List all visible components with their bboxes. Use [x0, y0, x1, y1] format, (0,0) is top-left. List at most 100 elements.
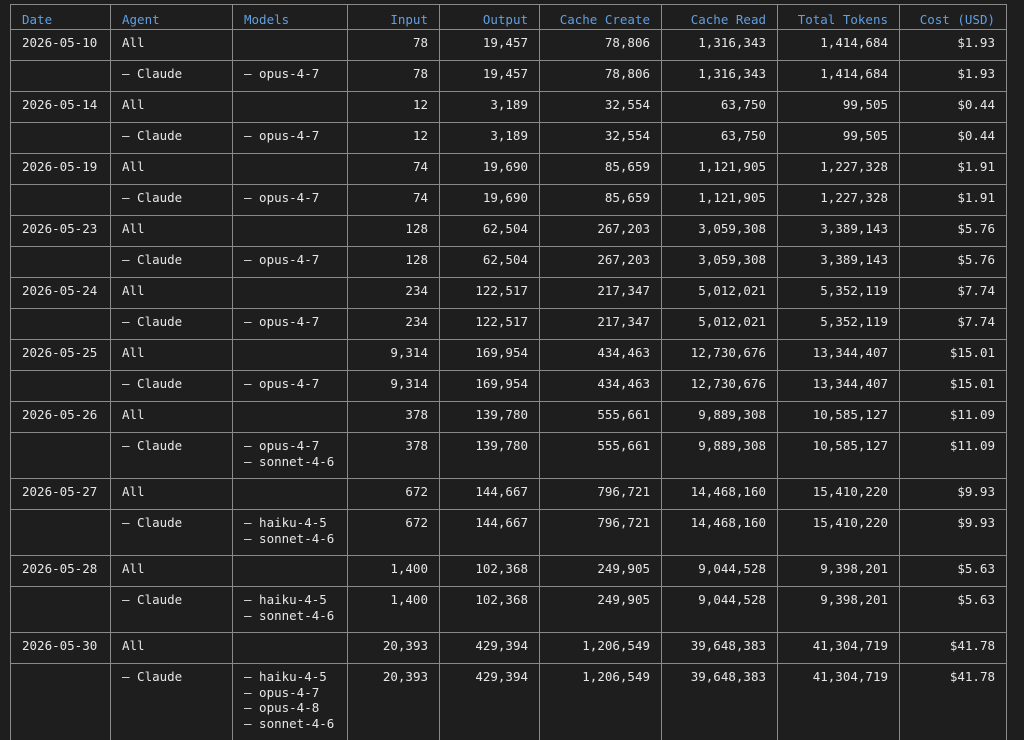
cell-cost: $9.93 [899, 478, 1007, 510]
cell-cost: $1.91 [899, 184, 1007, 216]
table-row-day-total: 2026-05-14 All 12 3,189 32,554 63,750 99,505 $0… [10, 91, 1007, 123]
cell-cache-create: 1,206,549 [539, 632, 662, 664]
column-header-date: Date [10, 4, 111, 30]
model-name: – opus-4-8 [244, 700, 320, 715]
cell-cache-read: 14,468,160 [661, 478, 778, 510]
cell-cost: $9.93 [899, 509, 1007, 556]
cell-input: 1,400 [347, 555, 440, 587]
cell-date: 2026-05-25 [10, 339, 111, 371]
cell-output: 122,517 [439, 277, 540, 309]
cell-total-tokens: 15,410,220 [777, 509, 900, 556]
cell-agent: – Claude [110, 246, 233, 278]
cell-cost: $5.76 [899, 246, 1007, 278]
cell-total-tokens: 10,585,127 [777, 401, 900, 433]
model-name: – opus-4-7 [244, 128, 320, 143]
cell-cache-read: 9,044,528 [661, 586, 778, 633]
cell-total-tokens: 1,414,684 [777, 60, 900, 92]
table-row-day-total: 2026-05-10 All 78 19,457 78,806 1,316,343 1,41… [10, 29, 1007, 61]
cell-cache-create: 249,905 [539, 586, 662, 633]
cell-input: 128 [347, 246, 440, 278]
model-name: – sonnet-4-6 [244, 715, 335, 731]
cell-date [10, 370, 111, 402]
cell-cache-create: 32,554 [539, 91, 662, 123]
cell-cost: $41.78 [899, 632, 1007, 664]
cell-cost: $7.74 [899, 277, 1007, 309]
cell-output: 144,667 [439, 509, 540, 556]
cell-input: 9,314 [347, 339, 440, 371]
cell-input: 78 [347, 60, 440, 92]
cell-date [10, 586, 111, 633]
table-row-agent: – Claude – opus-4-7 12 3,189 32,554 63,750 99,… [10, 122, 1007, 154]
cell-output: 62,504 [439, 215, 540, 247]
table-body: 2026-05-10 All 78 19,457 78,806 1,316,343 1,41… [10, 29, 1007, 740]
cell-agent: All [110, 29, 233, 61]
cell-cache-read: 1,121,905 [661, 153, 778, 185]
cell-models [232, 153, 348, 185]
cell-cache-read: 63,750 [661, 122, 778, 154]
cell-agent: All [110, 478, 233, 510]
cell-cache-create: 78,806 [539, 60, 662, 92]
cell-output: 139,780 [439, 432, 540, 479]
cell-models: – opus-4-7 [232, 122, 348, 154]
table-row-agent: – Claude – haiku-4-5– sonnet-4-6 1,400 102,… [10, 586, 1007, 633]
cell-agent: – Claude [110, 308, 233, 340]
model-name: – opus-4-7 [244, 438, 320, 453]
table-row-day-total: 2026-05-27 All 672 144,667 796,721 14,468,160… [10, 478, 1007, 510]
cell-cost: $15.01 [899, 339, 1007, 371]
cell-cache-read: 9,889,308 [661, 432, 778, 479]
cell-output: 19,457 [439, 60, 540, 92]
model-name: – sonnet-4-6 [244, 607, 335, 623]
cell-date: 2026-05-28 [10, 555, 111, 587]
column-header-cost: Cost (USD) [899, 4, 1007, 30]
cell-agent: – Claude [110, 370, 233, 402]
table-row-agent: – Claude – opus-4-7 128 62,504 267,203 3,059,… [10, 246, 1007, 278]
cell-output: 19,690 [439, 153, 540, 185]
cell-input: 9,314 [347, 370, 440, 402]
cell-date: 2026-05-26 [10, 401, 111, 433]
cell-total-tokens: 15,410,220 [777, 478, 900, 510]
table-row-agent: – Claude – opus-4-7 234 122,517 217,347 5,012… [10, 308, 1007, 340]
cell-total-tokens: 5,352,119 [777, 277, 900, 309]
table-row-agent: – Claude – haiku-4-5– opus-4-7– opus-4-8–… [10, 663, 1007, 740]
cell-agent: All [110, 277, 233, 309]
table-row-day-total: 2026-05-30 All 20,393 429,394 1,206,549 39,64… [10, 632, 1007, 664]
cell-output: 3,189 [439, 91, 540, 123]
cell-models: – haiku-4-5– sonnet-4-6 [232, 509, 348, 556]
cell-cost: $5.63 [899, 586, 1007, 633]
table-row-day-total: 2026-05-19 All 74 19,690 85,659 1,121,905 1,22… [10, 153, 1007, 185]
cell-models: – haiku-4-5– opus-4-7– opus-4-8– sonnet-… [232, 663, 348, 740]
cell-total-tokens: 9,398,201 [777, 586, 900, 633]
cell-models: – opus-4-7 [232, 184, 348, 216]
cell-models [232, 215, 348, 247]
cell-cache-create: 217,347 [539, 277, 662, 309]
cell-cache-create: 796,721 [539, 509, 662, 556]
cell-cache-read: 5,012,021 [661, 277, 778, 309]
cell-models [232, 29, 348, 61]
cell-models: – haiku-4-5– sonnet-4-6 [232, 586, 348, 633]
cell-cost: $11.09 [899, 432, 1007, 479]
cell-cache-read: 63,750 [661, 91, 778, 123]
cell-cost: $0.44 [899, 91, 1007, 123]
cell-models [232, 555, 348, 587]
cell-input: 20,393 [347, 632, 440, 664]
cell-date: 2026-05-10 [10, 29, 111, 61]
cell-cache-create: 555,661 [539, 401, 662, 433]
table-row-agent: – Claude – opus-4-7 78 19,457 78,806 1,316,34… [10, 60, 1007, 92]
cell-input: 20,393 [347, 663, 440, 740]
model-name: – opus-4-7 [244, 190, 320, 205]
cell-output: 144,667 [439, 478, 540, 510]
table-row-agent: – Claude – haiku-4-5– sonnet-4-6 672 144,66… [10, 509, 1007, 556]
cell-input: 234 [347, 308, 440, 340]
cell-agent: – Claude [110, 586, 233, 633]
cell-input: 378 [347, 401, 440, 433]
cell-cache-read: 3,059,308 [661, 246, 778, 278]
cell-output: 19,690 [439, 184, 540, 216]
cell-output: 102,368 [439, 586, 540, 633]
cell-total-tokens: 10,585,127 [777, 432, 900, 479]
cell-models [232, 632, 348, 664]
cell-cache-create: 1,206,549 [539, 663, 662, 740]
model-name: – opus-4-7 [244, 66, 320, 81]
cell-cost: $1.93 [899, 29, 1007, 61]
usage-table: Date Agent Models Input Output Cache Create Ca… [10, 4, 1007, 740]
cell-cost: $0.44 [899, 122, 1007, 154]
